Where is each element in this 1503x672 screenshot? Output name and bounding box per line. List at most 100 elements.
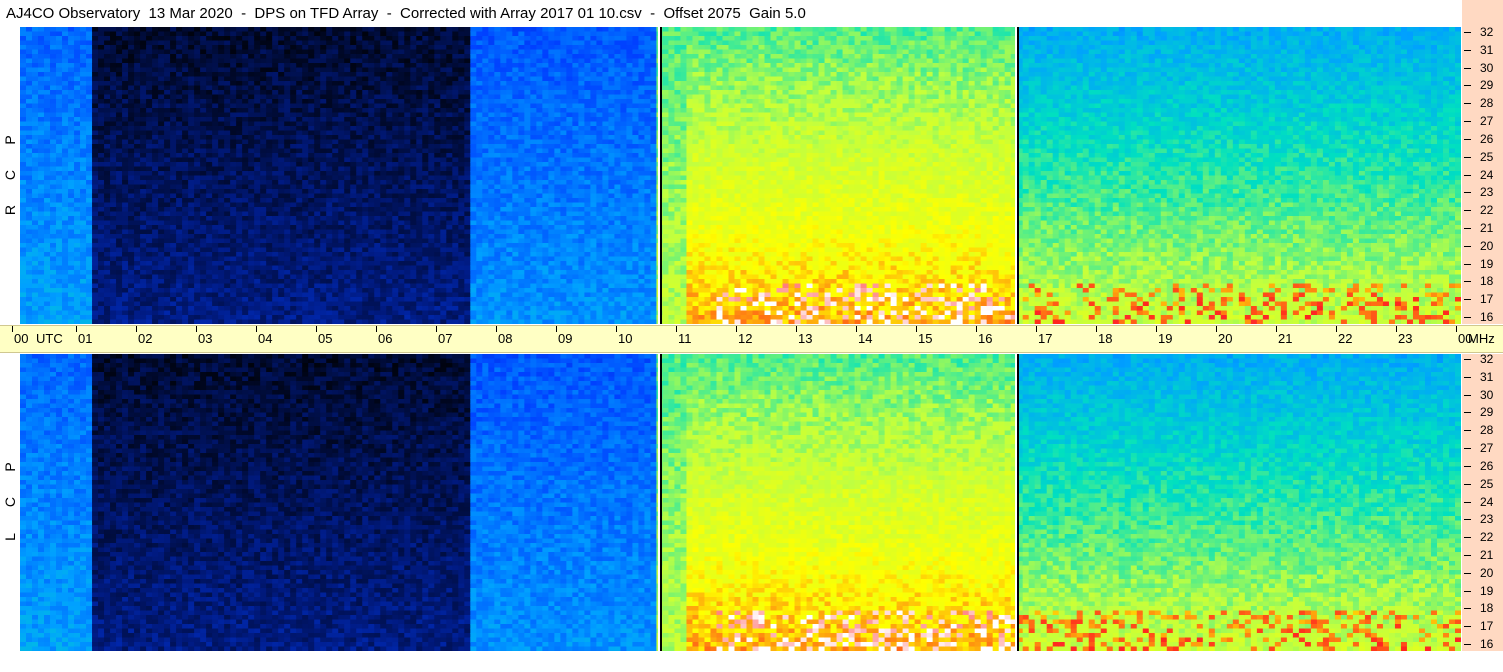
spectrogram-cell [362, 104, 369, 109]
spectrogram-cell [128, 32, 135, 37]
spectrogram-cell [464, 270, 471, 275]
spectrogram-cell [206, 243, 213, 248]
spectrogram-cell [272, 261, 279, 266]
spectrogram-cell [416, 284, 423, 289]
spectrogram-cell [266, 279, 273, 284]
spectrogram-cell [326, 149, 333, 154]
spectrogram-cell [26, 252, 33, 257]
spectrogram-cell [338, 81, 345, 86]
spectrogram-cell [152, 234, 159, 239]
spectrogram-cell [158, 288, 165, 293]
spectrogram-cell [242, 104, 249, 109]
spectrogram-cell [404, 189, 411, 194]
spectrogram-cell [356, 167, 363, 172]
spectrogram-cell [230, 104, 237, 109]
spectrogram-cell [278, 225, 285, 230]
spectrogram-cell [56, 149, 63, 154]
spectrogram-cell [32, 180, 39, 185]
spectrogram-cell [386, 126, 393, 131]
spectrogram-cell [446, 59, 453, 64]
spectrogram-cell [386, 99, 393, 104]
spectrogram-cell [218, 95, 225, 100]
spectrogram-cell [434, 270, 441, 275]
spectrogram-cell [290, 95, 297, 100]
spectrogram-cell [20, 50, 27, 55]
spectrogram-cell [356, 320, 363, 325]
spectrogram-cell [44, 72, 51, 77]
spectrogram-cell [458, 27, 465, 32]
spectrogram-cell [26, 234, 33, 239]
spectrogram-cell [32, 131, 39, 136]
spectrogram-cell [236, 108, 243, 113]
spectrogram-cell [374, 99, 381, 104]
spectrogram-cell [20, 131, 27, 136]
spectrogram-cell [350, 50, 357, 55]
spectrogram-cell [278, 90, 285, 95]
spectrogram-cell [440, 171, 447, 176]
spectrogram-cell [92, 239, 99, 244]
spectrogram-cell [248, 122, 255, 127]
spectrogram-cell [194, 284, 201, 289]
spectrogram-cell [158, 81, 165, 86]
spectrogram-cell [164, 140, 171, 145]
spectrogram-cell [56, 36, 63, 41]
spectrogram-cell [44, 36, 51, 41]
spectrogram-cell [146, 77, 153, 82]
spectrogram-cell [170, 81, 177, 86]
spectrogram-cell [194, 279, 201, 284]
spectrogram-cell [92, 144, 99, 149]
spectrogram-cell [140, 261, 147, 266]
spectrogram-cell [134, 261, 141, 266]
spectrogram-cell [164, 311, 171, 316]
spectrogram-cell [440, 86, 447, 91]
spectrogram-cell [338, 68, 345, 73]
spectrogram-cell [332, 72, 339, 77]
spectrogram-cell [314, 306, 321, 311]
spectrogram-cell [98, 234, 105, 239]
spectrogram-cell [368, 99, 375, 104]
spectrogram-cell [92, 257, 99, 262]
spectrogram-cell [134, 171, 141, 176]
spectrogram-cell [224, 270, 231, 275]
spectrogram-cell [368, 41, 375, 46]
spectrogram-cell [146, 68, 153, 73]
spectrogram-cell [230, 185, 237, 190]
spectrogram-cell [356, 72, 363, 77]
spectrogram-cell [338, 252, 345, 257]
spectrogram-cell [200, 171, 207, 176]
spectrogram-cell [398, 86, 405, 91]
spectrogram-cell [152, 45, 159, 50]
spectrogram-cell [380, 32, 387, 37]
spectrogram-cell [284, 135, 291, 140]
spectrogram-cell [44, 144, 51, 149]
spectrogram-cell [440, 203, 447, 208]
spectrogram-cell [20, 270, 27, 275]
spectrogram-cell [122, 207, 129, 212]
spectrogram-cell [302, 59, 309, 64]
spectrogram-cell [146, 306, 153, 311]
rcp-spectrogram [20, 27, 1461, 324]
spectrogram-cell [410, 122, 417, 127]
spectrogram-cell [110, 216, 117, 221]
spectrogram-cell [278, 99, 285, 104]
spectrogram-cell [80, 90, 87, 95]
spectrogram-cell [158, 252, 165, 257]
spectrogram-cell [386, 108, 393, 113]
spectrogram-cell [206, 144, 213, 149]
spectrogram-cell [434, 230, 441, 235]
spectrogram-cell [170, 99, 177, 104]
spectrogram-cell [464, 81, 471, 86]
spectrogram-cell [146, 32, 153, 37]
spectrogram-cell [470, 113, 477, 118]
spectrogram-cell [104, 266, 111, 271]
polarization-letter: C [2, 167, 18, 183]
spectrogram-cell [128, 81, 135, 86]
spectrogram-cell [122, 261, 129, 266]
spectrogram-cell [242, 306, 249, 311]
spectrogram-cell [224, 113, 231, 118]
spectrogram-cell [62, 113, 69, 118]
spectrogram-cell [116, 212, 123, 217]
spectrogram-cell [110, 194, 117, 199]
spectrogram-cell [314, 81, 321, 86]
spectrogram-cell [158, 99, 165, 104]
